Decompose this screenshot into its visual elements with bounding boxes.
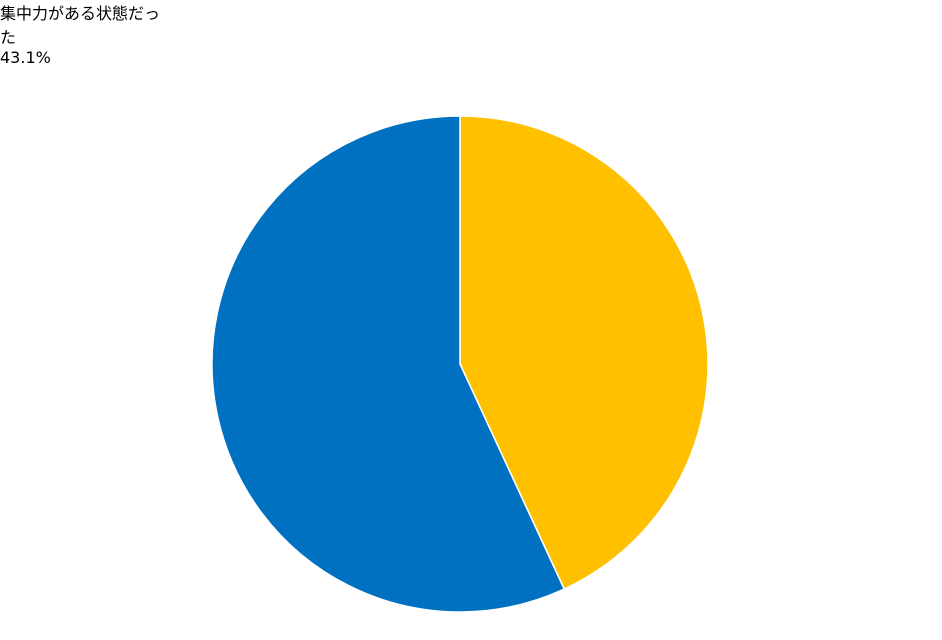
category-label: 集中力がない状態だった <box>0 71 113 114</box>
pie-slice <box>459 115 709 591</box>
value-label: 56.9% <box>0 115 51 134</box>
slice-label: 集中力がない状態だった 56.9% <box>0 67 942 134</box>
slice-label: 集中力がある状態だった 43.1% <box>0 0 942 67</box>
value-label: 43.1% <box>0 48 51 67</box>
pie-slice <box>211 115 566 613</box>
category-label: 集中力がある状態だった <box>0 4 161 47</box>
